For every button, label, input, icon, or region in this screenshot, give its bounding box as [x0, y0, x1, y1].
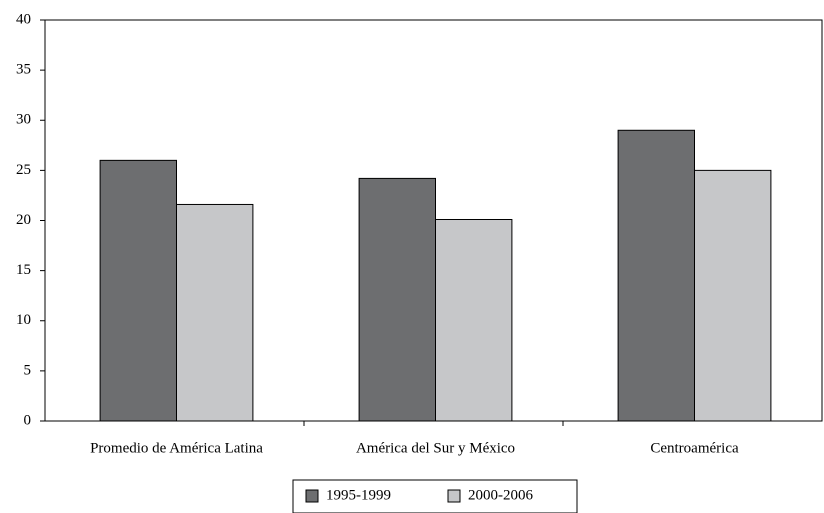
bar: [358, 177, 436, 422]
y-tick-label: 40: [16, 11, 31, 27]
legend-swatch: [447, 489, 461, 503]
y-tick-label: 5: [24, 362, 32, 378]
y-tick-label: 0: [24, 412, 32, 428]
y-tick-label: 20: [16, 212, 31, 228]
x-tick-label: Promedio de América Latina: [90, 440, 263, 456]
y-tick-label: 30: [16, 112, 31, 128]
bar: [435, 218, 513, 422]
bar: [99, 159, 177, 422]
x-tick-label: América del Sur y México: [356, 440, 515, 456]
legend-box: [292, 479, 578, 513]
y-tick-label: 25: [16, 162, 31, 178]
y-tick-label: 15: [16, 262, 31, 278]
legend-label: 2000-2006: [468, 487, 533, 503]
bar: [617, 129, 695, 422]
x-tick-label: Centroamérica: [650, 440, 739, 456]
legend-swatch: [305, 489, 319, 503]
legend-label: 1995-1999: [326, 487, 391, 503]
y-tick-label: 35: [16, 62, 31, 78]
y-tick-label: 10: [16, 312, 31, 328]
bar: [694, 169, 772, 422]
bar: [176, 203, 254, 422]
